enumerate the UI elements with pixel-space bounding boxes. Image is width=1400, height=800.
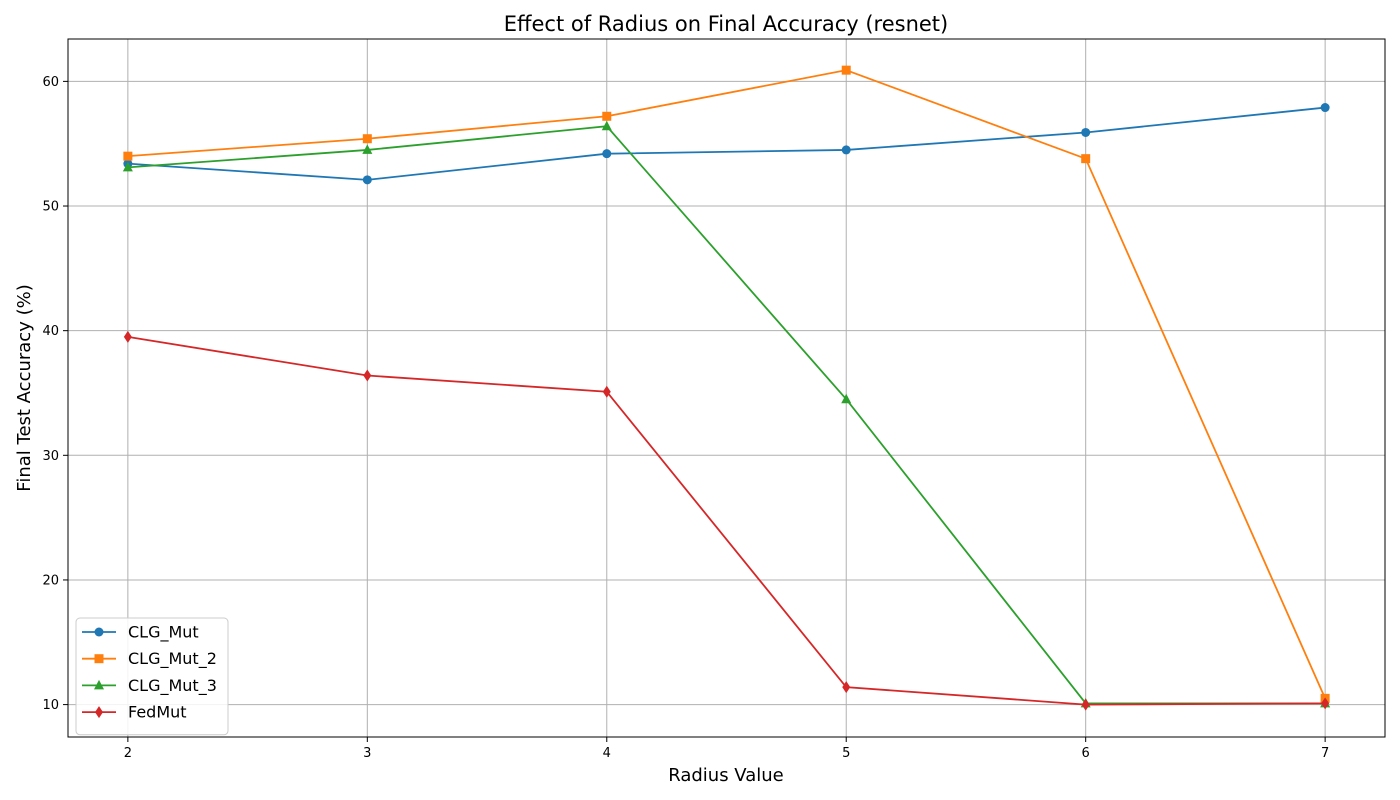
legend-item-clg-mut: CLG_Mut: [82, 623, 199, 643]
chart-title: Effect of Radius on Final Accuracy (resn…: [504, 12, 948, 36]
legend-swatch-marker: [94, 679, 104, 690]
data-point-clg-mut: [1081, 127, 1091, 137]
y-tick-label: 50: [42, 200, 59, 215]
x-tick-label: 3: [363, 746, 371, 761]
series-clg-mut-2: [123, 65, 1330, 703]
data-point-clg-mut-2: [123, 151, 133, 161]
data-point-fedmut: [602, 385, 611, 398]
y-axis-label: Final Test Accuracy (%): [14, 284, 35, 491]
data-point-clg-mut: [362, 175, 372, 185]
legend-swatch-marker: [94, 627, 104, 637]
data-point-clg-mut: [1320, 103, 1330, 113]
series-line-clg-mut: [127, 106, 1326, 181]
legend-box: [75, 617, 229, 736]
data-point-clg-mut: [602, 149, 612, 159]
legend-item-clg-mut-3: CLG_Mut_3: [82, 676, 217, 696]
legend-label-clg-mut: CLG_Mut: [128, 623, 199, 643]
x-tick-label: 2: [124, 746, 132, 761]
data-point-fedmut: [1081, 698, 1090, 711]
data-point-fedmut: [363, 369, 372, 382]
legend: CLG_Mut CLG_Mut_2 CLG_Mut_3 FedMut: [75, 617, 229, 736]
plot-frame: [67, 38, 1386, 738]
x-tick-label: 4: [603, 746, 611, 761]
data-point-fedmut: [842, 681, 851, 694]
y-tick-label: 40: [42, 324, 59, 339]
series-line-clg-mut-2: [127, 69, 1326, 699]
y-tick-label: 60: [42, 75, 59, 90]
legend-label-clg-mut-2: CLG_Mut_2: [128, 649, 217, 669]
axis-ticks: 2 3 4 5 6 7 10 20 30 40 50 60: [42, 75, 1329, 761]
legend-item-clg-mut-2: CLG_Mut_2: [82, 649, 217, 669]
data-point-clg-mut-2: [841, 65, 851, 75]
series-line-clg-mut-3: [127, 125, 1326, 705]
y-tick-label: 10: [42, 698, 59, 713]
series-fedmut: [123, 330, 1330, 711]
x-tick-label: 6: [1082, 746, 1090, 761]
data-point-clg-mut: [841, 145, 851, 155]
x-tick-label: 5: [842, 746, 850, 761]
legend-label-fedmut: FedMut: [128, 703, 187, 722]
data-point-fedmut: [1321, 697, 1330, 710]
legend-swatch-marker: [95, 706, 103, 719]
y-tick-label: 30: [42, 449, 59, 464]
legend-item-fedmut: FedMut: [82, 703, 187, 722]
series-clg-mut: [123, 103, 1330, 185]
data-point-clg-mut-2: [602, 111, 612, 121]
data-point-clg-mut-3: [122, 161, 133, 172]
data-point-clg-mut-3: [362, 144, 373, 154]
x-axis-label: Radius Value: [668, 765, 784, 786]
data-point-clg-mut-2: [362, 134, 372, 144]
data-point-clg-mut-2: [1081, 154, 1091, 164]
series-lines: [122, 65, 1331, 711]
legend-swatch-marker: [94, 654, 104, 664]
data-point-clg-mut-3: [601, 120, 612, 131]
data-point-fedmut: [123, 330, 132, 343]
data-point-clg-mut-3: [841, 393, 852, 404]
series-line-fedmut: [127, 336, 1326, 706]
x-tick-label: 7: [1321, 746, 1329, 761]
y-tick-label: 20: [42, 573, 59, 588]
legend-label-clg-mut-3: CLG_Mut_3: [128, 676, 217, 696]
series-clg-mut-3: [122, 120, 1331, 708]
